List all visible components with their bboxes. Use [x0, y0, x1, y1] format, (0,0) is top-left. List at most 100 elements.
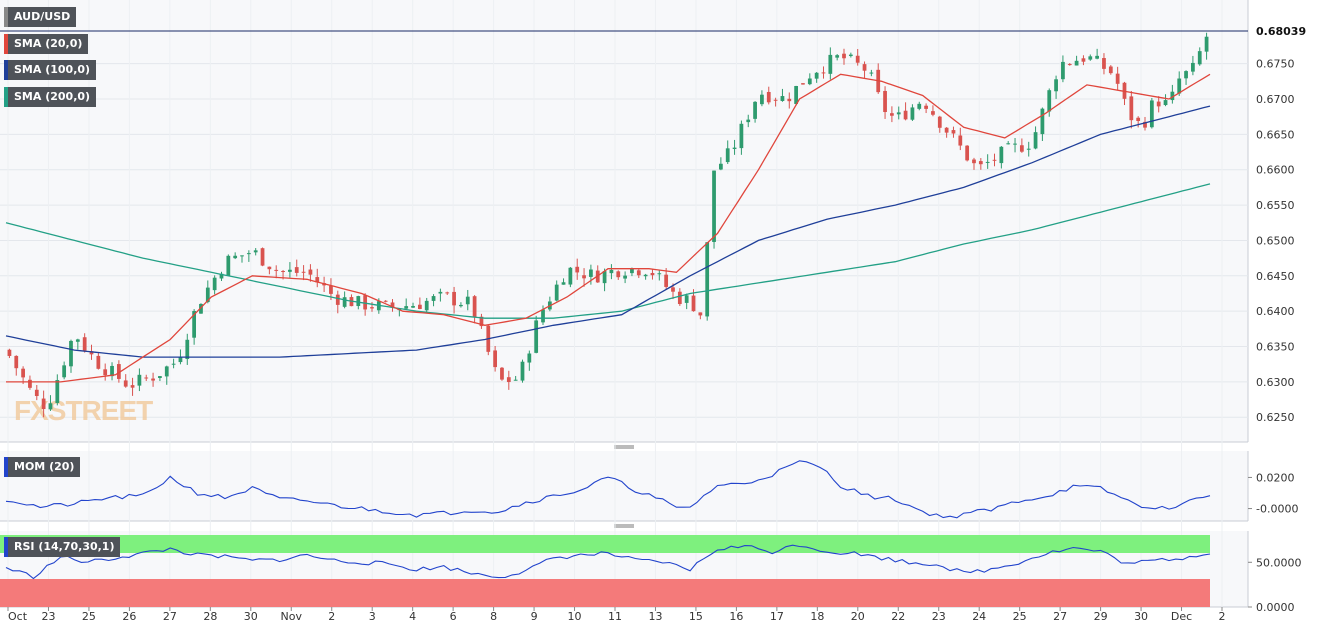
instrument-label[interactable]: AUD/USD — [4, 7, 77, 27]
price-panel-bg — [0, 0, 1248, 442]
candle-up — [404, 306, 409, 309]
candle-up — [739, 123, 744, 149]
candle-down — [575, 266, 580, 273]
sma200-color-bar — [4, 87, 8, 107]
candle-up — [780, 96, 785, 101]
rsi-line — [5, 544, 1211, 580]
price-tick-label: 0.6750 — [1256, 58, 1295, 71]
time-tick-label: 25 — [82, 610, 96, 623]
candle-down — [787, 98, 792, 102]
candle-up — [459, 304, 463, 307]
candle-up — [356, 296, 361, 307]
candle-up — [807, 78, 812, 85]
sma100-color-bar — [4, 60, 8, 80]
sma200-line — [5, 183, 1211, 319]
candle-up — [164, 366, 169, 377]
candle-down — [144, 377, 149, 379]
candle-down — [691, 295, 696, 312]
time-tick-label: 25 — [1013, 610, 1027, 623]
sma100-legend[interactable]: SMA (100,0) — [4, 60, 97, 80]
sma200-legend[interactable]: SMA (200,0) — [4, 87, 97, 107]
watermark-text: FXSTREET — [14, 395, 153, 426]
rsi-legend[interactable]: RSI (14,70,30,1) — [4, 537, 121, 557]
candle-down — [274, 269, 279, 271]
candle-up — [1074, 60, 1079, 66]
time-tick-label: 3 — [369, 610, 376, 623]
candle-up — [212, 277, 217, 291]
candle-up — [1047, 90, 1052, 112]
candle-down — [924, 105, 928, 109]
candle-up — [69, 340, 73, 367]
candle-up — [1054, 79, 1058, 92]
candle-up — [110, 365, 114, 377]
candle-down — [383, 300, 388, 302]
candle-up — [75, 339, 80, 342]
sma20-line — [6, 73, 1211, 383]
candle-down — [951, 130, 956, 134]
candle-down — [883, 90, 887, 113]
watermark: FXSTREET — [14, 395, 154, 426]
candle-down — [329, 285, 333, 294]
candle-up — [158, 376, 162, 378]
candle-up — [226, 255, 231, 276]
sma20-legend[interactable]: SMA (20,0) — [4, 34, 89, 54]
candle-up — [465, 296, 470, 305]
time-tick-label: 22 — [891, 610, 905, 623]
candle-up — [1204, 36, 1209, 52]
candle-down — [992, 159, 997, 161]
instrument-name: AUD/USD — [14, 10, 71, 23]
candle-up — [513, 379, 518, 381]
candle-up — [240, 255, 244, 257]
time-tick-label: 9 — [531, 610, 538, 623]
candle-down — [903, 110, 908, 120]
mom-resize-handle[interactable] — [614, 445, 634, 449]
candle-up — [999, 146, 1004, 164]
candle-up — [62, 365, 67, 378]
time-tick-label: 23 — [932, 610, 946, 623]
candle-up — [746, 119, 751, 123]
candle-up — [1061, 61, 1065, 80]
candle-down — [260, 248, 265, 266]
price-tick-label: 0.6350 — [1256, 341, 1295, 354]
time-tick-label: 6 — [450, 610, 457, 623]
candle-up — [192, 311, 197, 338]
candle-down — [582, 275, 586, 279]
price-tick-label: 0.6450 — [1256, 270, 1295, 283]
rsi-resize-handle[interactable] — [614, 524, 634, 528]
candle-up — [848, 54, 853, 57]
candle-down — [650, 272, 655, 276]
candle-up — [568, 267, 573, 285]
candle-down — [937, 116, 942, 128]
time-tick-label: 4 — [409, 610, 416, 623]
time-tick-label: Nov — [281, 610, 303, 623]
sma200-label: SMA (200,0) — [14, 90, 91, 103]
price-tick-label: 0.6700 — [1256, 93, 1295, 106]
mom-line — [5, 460, 1211, 519]
candle-up — [623, 275, 627, 279]
candle-up — [233, 255, 238, 259]
candle-down — [417, 304, 422, 310]
time-tick-label: 15 — [689, 610, 703, 623]
price-tick-label: 0.6250 — [1256, 411, 1295, 424]
candle-down — [89, 351, 94, 355]
sma100-line — [5, 105, 1211, 358]
time-tick-label: 16 — [729, 610, 743, 623]
candle-up — [431, 296, 436, 301]
mom-color-bar — [4, 457, 8, 477]
mom-label: MOM (20) — [14, 460, 75, 473]
candle-up — [1184, 71, 1188, 79]
mom-legend[interactable]: MOM (20) — [4, 457, 81, 477]
time-tick-label: 30 — [244, 610, 258, 623]
candle-down — [664, 274, 669, 287]
candle-down — [978, 161, 983, 165]
candle-down — [472, 296, 477, 318]
candle-down — [445, 292, 450, 294]
candle-down — [842, 53, 846, 59]
time-tick-label: 2 — [328, 610, 335, 623]
candle-up — [199, 303, 203, 314]
sma20-label: SMA (20,0) — [14, 37, 83, 50]
candle-up — [55, 380, 60, 403]
candle-down — [267, 266, 272, 270]
candle-up — [985, 161, 990, 163]
candle-up — [1197, 51, 1202, 65]
